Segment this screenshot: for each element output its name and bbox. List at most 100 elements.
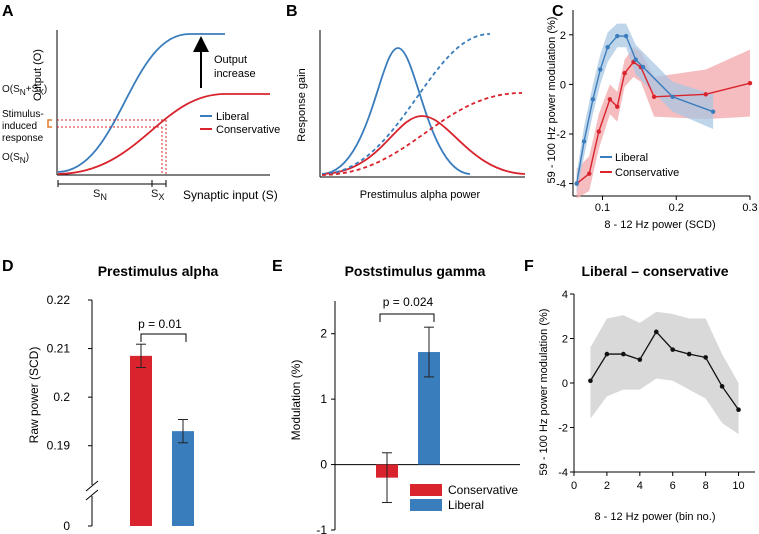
panel-f-y-label: 59 - 100 Hz power modulation (%) [538,309,550,476]
panel-c-liberal-point [590,97,596,102]
panel-a-sn-fo: SN [93,188,107,203]
panel-d-y-tick-label: 0.21 [47,342,71,356]
panel-f-x-tick-label: 6 [670,480,676,492]
panel-f-y-tick-label: -2 [558,423,568,435]
panel-b-letter: B [286,3,298,20]
panel-b-liberal-gain [321,47,471,175]
panel-e-legend-liberal-swatch [410,499,442,511]
panel-d-y-tick-label-zero: 0 [63,519,70,533]
panel-a-conservative-curve [57,93,270,175]
panel-e-letter: E [272,258,283,275]
panel-c-liberal-point [633,57,638,62]
panel-b-y-label: Response gain [296,68,308,141]
panel-a-stim-bracket [47,119,52,128]
panel-f-y-tick-label: 2 [562,334,568,346]
panel-f-x-tick-label: 8 [703,480,709,492]
panel-c: C 59 - 100 Hz power modulation (%) 8 - 1… [546,3,758,231]
panel-c-legend-liberal: Liberal [615,152,648,164]
panel-e-sig: p = 0.024 [383,295,434,309]
panel-c-conservative-point [651,94,657,100]
panel-c-liberal-point [581,139,587,144]
panel-c-y-tick-label: 2 [560,30,566,42]
panel-c-liberal-point [710,109,716,114]
panel-e-legend-conservative-swatch [410,484,442,496]
panel-a-legend-liberal: Liberal [216,111,249,123]
panel-f-point [653,329,659,335]
panel-d-axis-break-1 [85,480,99,492]
panel-e-y-tick-label: 2 [320,327,327,341]
panel-c-letter: C [552,3,564,20]
panel-f-point [621,351,626,357]
panel-d-sig-bracket [140,333,187,342]
panel-c-liberal-point [640,64,646,70]
panel-c-y-tick-label: -2 [556,129,566,141]
panel-e-title: Poststimulus gamma [345,263,486,279]
panel-e: E Poststimulus gamma Modulation (%) p = … [272,258,520,534]
panel-a-liberal-curve [57,33,225,173]
panel-c-conservative-band [576,47,750,199]
panel-a-x-label: Synaptic input (S) [183,188,278,202]
panel-c-liberal-point [598,67,603,72]
panel-a: A Output (O) Synaptic input (S) Output i… [2,3,280,203]
panel-a-sn-label: SN [93,188,107,203]
panel-e-y-label: Modulation (%) [289,360,303,441]
panel-d-y-label: Raw power (SCD) [27,347,41,444]
panel-c-liberal-point [615,33,620,39]
panel-f-y-tick-label: 4 [562,289,568,301]
panel-a-arrow-label-2: increase [214,68,256,80]
panel-e-legend-conservative: Conservative [448,483,518,497]
panel-d-bar-conservative [130,355,152,526]
panel-d-letter: D [2,258,14,275]
panel-a-stim-label-1: Stimulus- [2,109,44,120]
panel-a-osnsx-fo: O(SN+SX) [2,84,48,97]
panel-b-conservative-gain [321,115,526,175]
panel-c-conservative-point [596,129,602,134]
panel-a-y-label: Output (O) [32,49,44,101]
panel-a-stim-label-2: induced [2,121,37,132]
panel-f-band [590,311,739,435]
panel-d-y-tick-label: 0.2 [53,390,70,404]
panel-b-conservative-output [321,92,523,176]
panel-f-point [637,357,643,362]
panel-c-liberal-point [670,94,675,100]
panel-f-point [604,351,610,357]
panel-a-sx-fo: SX [151,188,165,203]
panel-e-y-tick-label: -1 [316,523,327,534]
panel-f-point [686,351,692,357]
panel-f-y-tick-label: -4 [558,467,568,479]
panel-f-x-tick-label: 4 [637,480,643,492]
panel-f-x-tick-label: 2 [604,480,610,492]
panel-a-osnsx-label: O(SN+SX) [2,84,48,97]
panel-c-conservative-point [703,92,708,97]
panel-f-y-tick-label: 0 [562,378,568,390]
panel-f-x-tick-label: 10 [732,480,744,492]
panel-c-y-label: 59 - 100 Hz power modulation (%) [546,17,558,184]
panel-c-x-tick-label: 0.3 [742,202,757,214]
panel-f-letter: F [524,258,534,275]
panel-f-point [703,355,708,360]
panel-a-osn-label: O(SN) [2,152,30,165]
panel-c-conservative-point [622,71,627,76]
panel-a-sx-label: SX [151,188,165,203]
panel-e-y-tick-label: 1 [320,392,327,406]
panel-d-y-tick-label: 0.22 [47,293,71,307]
panel-f-point [670,347,676,352]
panel-e-y-tick-label: 0 [320,458,327,472]
panel-f-title: Liberal – conservative [581,263,728,279]
panel-c-liberal-band [576,23,714,194]
panel-f-point [736,407,741,413]
panel-f: F Liberal – conservative 59 - 100 Hz pow… [524,258,755,523]
panel-d-title: Prestimulus alpha [98,263,219,279]
panel-c-liberal-point [574,181,579,186]
panel-a-letter: A [2,3,14,20]
panel-f-line [589,330,740,411]
panel-c-x-tick-label: 0.2 [669,202,684,214]
panel-f-point [588,378,593,384]
panel-c-legend-conservative: Conservative [615,167,679,179]
panel-e-legend-liberal: Liberal [448,498,484,512]
panel-f-x-tick-label: 0 [571,480,577,492]
panel-c-liberal-point [605,45,610,50]
panel-c-x-label: 8 - 12 Hz power (SCD) [604,219,715,231]
panel-c-x-tick-label: 0.1 [595,202,610,214]
